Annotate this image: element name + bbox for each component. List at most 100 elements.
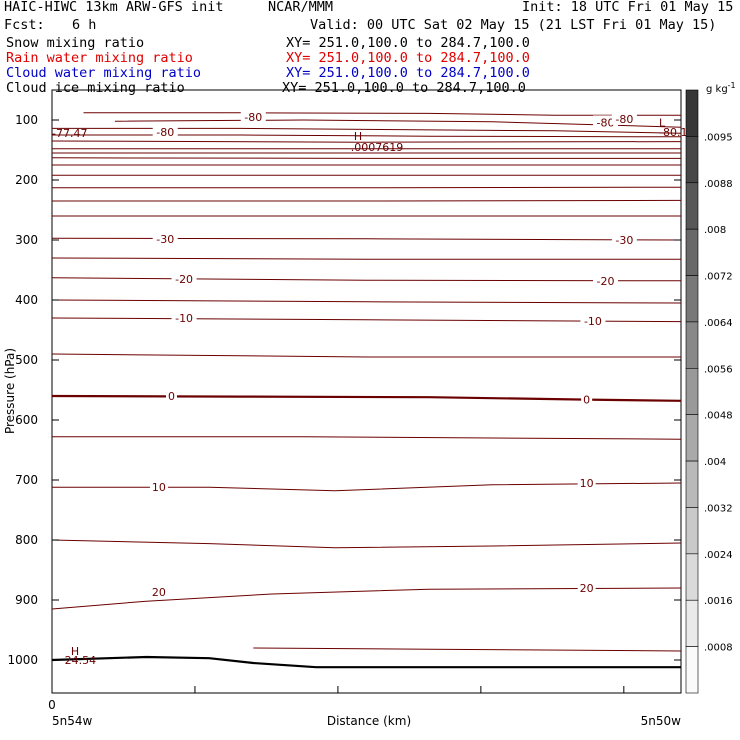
contour-label-bg bbox=[581, 392, 593, 406]
y-axis-label: Pressure (hPa) bbox=[3, 348, 17, 434]
isotherm-line bbox=[253, 647, 682, 652]
isotherm-line bbox=[52, 127, 682, 134]
y-tick-label: 100 bbox=[15, 113, 38, 127]
colorbar-swatch bbox=[685, 182, 699, 230]
extremum-annotation: H bbox=[354, 130, 362, 143]
contour-label: -30 bbox=[156, 233, 174, 246]
field-snow-name: Snow mixing ratio bbox=[6, 35, 145, 51]
isotherm-line bbox=[51, 353, 681, 358]
y-tick-label: 700 bbox=[15, 473, 38, 487]
title-fcst-label: Fcst: bbox=[4, 17, 45, 33]
colorbar-swatch bbox=[685, 368, 699, 415]
title-init: Init: 18 UTC Fri 01 May 15 bbox=[522, 0, 734, 15]
colorbar-label: .004 bbox=[704, 457, 726, 468]
x-right-label: 5n50w bbox=[641, 714, 682, 728]
plot-frame bbox=[51, 89, 682, 694]
field-rain-xy: XY= 251.0,100.0 to 284.7,100.0 bbox=[286, 50, 530, 66]
extremum-annotation: 24.54 bbox=[65, 654, 97, 667]
x-axis-label: Distance (km) bbox=[327, 714, 411, 728]
isotherm-line bbox=[52, 199, 682, 202]
contour-label: 10 bbox=[580, 477, 594, 490]
contour-label: -80 bbox=[156, 126, 174, 139]
extremum-annotation: H bbox=[71, 645, 79, 658]
contour-label-bg bbox=[166, 389, 178, 402]
contour-label-bg bbox=[149, 480, 168, 494]
isotherm-line bbox=[114, 119, 682, 128]
x-left-label: 5n54w bbox=[52, 714, 93, 728]
colorbar: .0095 .0088 .008 .0072 .0064 .0056 .0048 .004 .0… bbox=[685, 89, 733, 694]
contour-label-bg bbox=[577, 476, 596, 489]
colorbar-swatch bbox=[685, 89, 699, 137]
colorbar-swatch bbox=[685, 507, 699, 555]
y-tick-label: 900 bbox=[15, 593, 38, 607]
isotherm-line bbox=[52, 436, 682, 440]
y-tick-label: 500 bbox=[15, 353, 38, 367]
isotherm-line bbox=[51, 587, 682, 610]
y-tick-label: 300 bbox=[15, 233, 38, 247]
isotherm-line bbox=[51, 237, 682, 241]
contour-label: 0 bbox=[168, 390, 175, 403]
colorbar-swatch bbox=[685, 460, 699, 508]
extremum-annotation: -77.47 bbox=[52, 127, 87, 140]
y-tick-label: 1000 bbox=[7, 653, 38, 667]
colorbar-label: .0064 bbox=[704, 318, 733, 329]
isotherm-line bbox=[51, 394, 682, 402]
contour-label-bg bbox=[149, 585, 168, 599]
colorbar-label: .0032 bbox=[704, 503, 733, 514]
contour-label: -20 bbox=[175, 273, 193, 286]
colorbar-swatch bbox=[685, 321, 699, 369]
extremum-annotation: -80.1 bbox=[659, 126, 687, 139]
colorbar-label: .0072 bbox=[704, 272, 733, 283]
isotherm-line bbox=[51, 317, 682, 323]
contour-label-bg bbox=[240, 110, 266, 123]
isotherm-line bbox=[51, 140, 682, 143]
contour-label-bg bbox=[577, 581, 596, 594]
y-tick-label: 400 bbox=[15, 293, 38, 307]
y-tick-label: 600 bbox=[15, 413, 38, 427]
colorbar-swatch bbox=[685, 275, 699, 323]
colorbar-label: .0088 bbox=[704, 179, 733, 190]
colorbar-label: .008 bbox=[704, 225, 726, 236]
colorbar-label: .0008 bbox=[704, 643, 733, 654]
contour-label-bg bbox=[611, 233, 637, 246]
y-tick-label: 200 bbox=[15, 173, 38, 187]
contour-label: -80 bbox=[597, 116, 615, 129]
contour-label-bg bbox=[152, 231, 178, 245]
field-snow-xy: XY= 251.0,100.0 to 284.7,100.0 bbox=[286, 35, 530, 51]
field-cloudice-name: Cloud ice mixing ratio bbox=[6, 80, 185, 96]
contour-label: 10 bbox=[152, 481, 166, 494]
colorbar-label: .0024 bbox=[704, 550, 733, 561]
title-org: NCAR/MMM bbox=[268, 0, 334, 15]
colorbar-label: .0048 bbox=[704, 411, 733, 422]
terrain-line bbox=[51, 655, 681, 669]
x-tick-zero: 0 bbox=[48, 698, 56, 712]
title-model: HAIC-HIWC 13km ARW-GFS init bbox=[4, 0, 224, 15]
contour-label: -30 bbox=[615, 234, 633, 247]
y-tick-label: 800 bbox=[15, 533, 38, 547]
colorbar-unit: g kg-1 bbox=[706, 81, 736, 95]
field-rain-name: Rain water mixing ratio bbox=[6, 50, 193, 66]
colorbar-label: .0056 bbox=[704, 364, 733, 375]
colorbar-swatch bbox=[685, 646, 699, 694]
contour-label: -10 bbox=[175, 312, 193, 325]
contour-label: -80 bbox=[615, 113, 633, 126]
contour-label-bg bbox=[152, 125, 178, 138]
x-axis-ticks bbox=[194, 686, 625, 693]
extremum-annotation: .0007619 bbox=[351, 141, 404, 154]
extremum-annotation: L bbox=[659, 116, 666, 129]
colorbar-swatch bbox=[685, 414, 699, 462]
colorbar-swatch bbox=[685, 136, 699, 184]
field-cloudwater-xy: XY= 251.0,100.0 to 284.7,100.0 bbox=[286, 65, 530, 81]
isotherm-line bbox=[52, 134, 682, 138]
contour-label-bg bbox=[171, 311, 197, 324]
contour-label: -80 bbox=[244, 111, 262, 124]
contour-label-bg bbox=[593, 273, 619, 287]
isotherm-line bbox=[51, 157, 681, 159]
colorbar-swatch bbox=[685, 599, 699, 647]
isotherm-line bbox=[51, 257, 681, 260]
contour-label-bg bbox=[593, 115, 619, 129]
title-valid: Valid: 00 UTC Sat 02 May 15 (21 LST Fri … bbox=[310, 17, 717, 33]
contour-label-bg bbox=[171, 272, 197, 285]
